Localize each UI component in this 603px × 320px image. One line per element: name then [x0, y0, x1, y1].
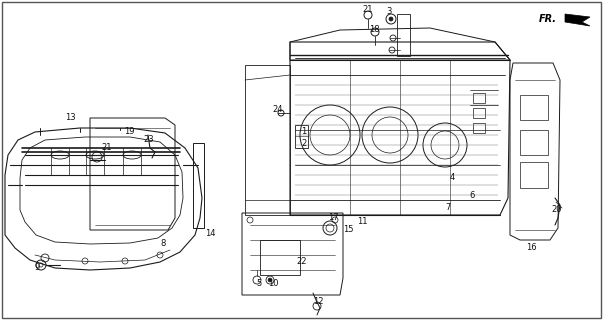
Text: 21: 21: [363, 4, 373, 13]
Text: 10: 10: [268, 278, 278, 287]
Text: 19: 19: [124, 126, 134, 135]
Text: 18: 18: [368, 25, 379, 34]
Circle shape: [268, 278, 272, 282]
Text: 3: 3: [387, 6, 392, 15]
Text: 16: 16: [526, 244, 536, 252]
Text: 23: 23: [144, 135, 154, 145]
Text: 15: 15: [343, 226, 353, 235]
Text: 24: 24: [273, 105, 283, 114]
Text: FR.: FR.: [539, 14, 557, 24]
Circle shape: [389, 17, 393, 21]
Text: 5: 5: [256, 278, 262, 287]
Text: 14: 14: [205, 228, 215, 237]
Text: 13: 13: [65, 114, 75, 123]
Text: 12: 12: [313, 298, 323, 307]
Text: 1: 1: [302, 126, 306, 135]
Text: 11: 11: [357, 218, 367, 227]
Text: 22: 22: [297, 257, 308, 266]
Text: 21: 21: [102, 142, 112, 151]
Text: 7: 7: [445, 203, 450, 212]
Text: 6: 6: [469, 191, 475, 201]
Polygon shape: [565, 14, 590, 26]
Text: 8: 8: [160, 239, 166, 249]
Text: 9: 9: [34, 263, 40, 273]
Text: 2: 2: [302, 139, 306, 148]
Text: 20: 20: [552, 205, 562, 214]
Text: 17: 17: [327, 213, 338, 222]
Text: 4: 4: [449, 172, 455, 181]
